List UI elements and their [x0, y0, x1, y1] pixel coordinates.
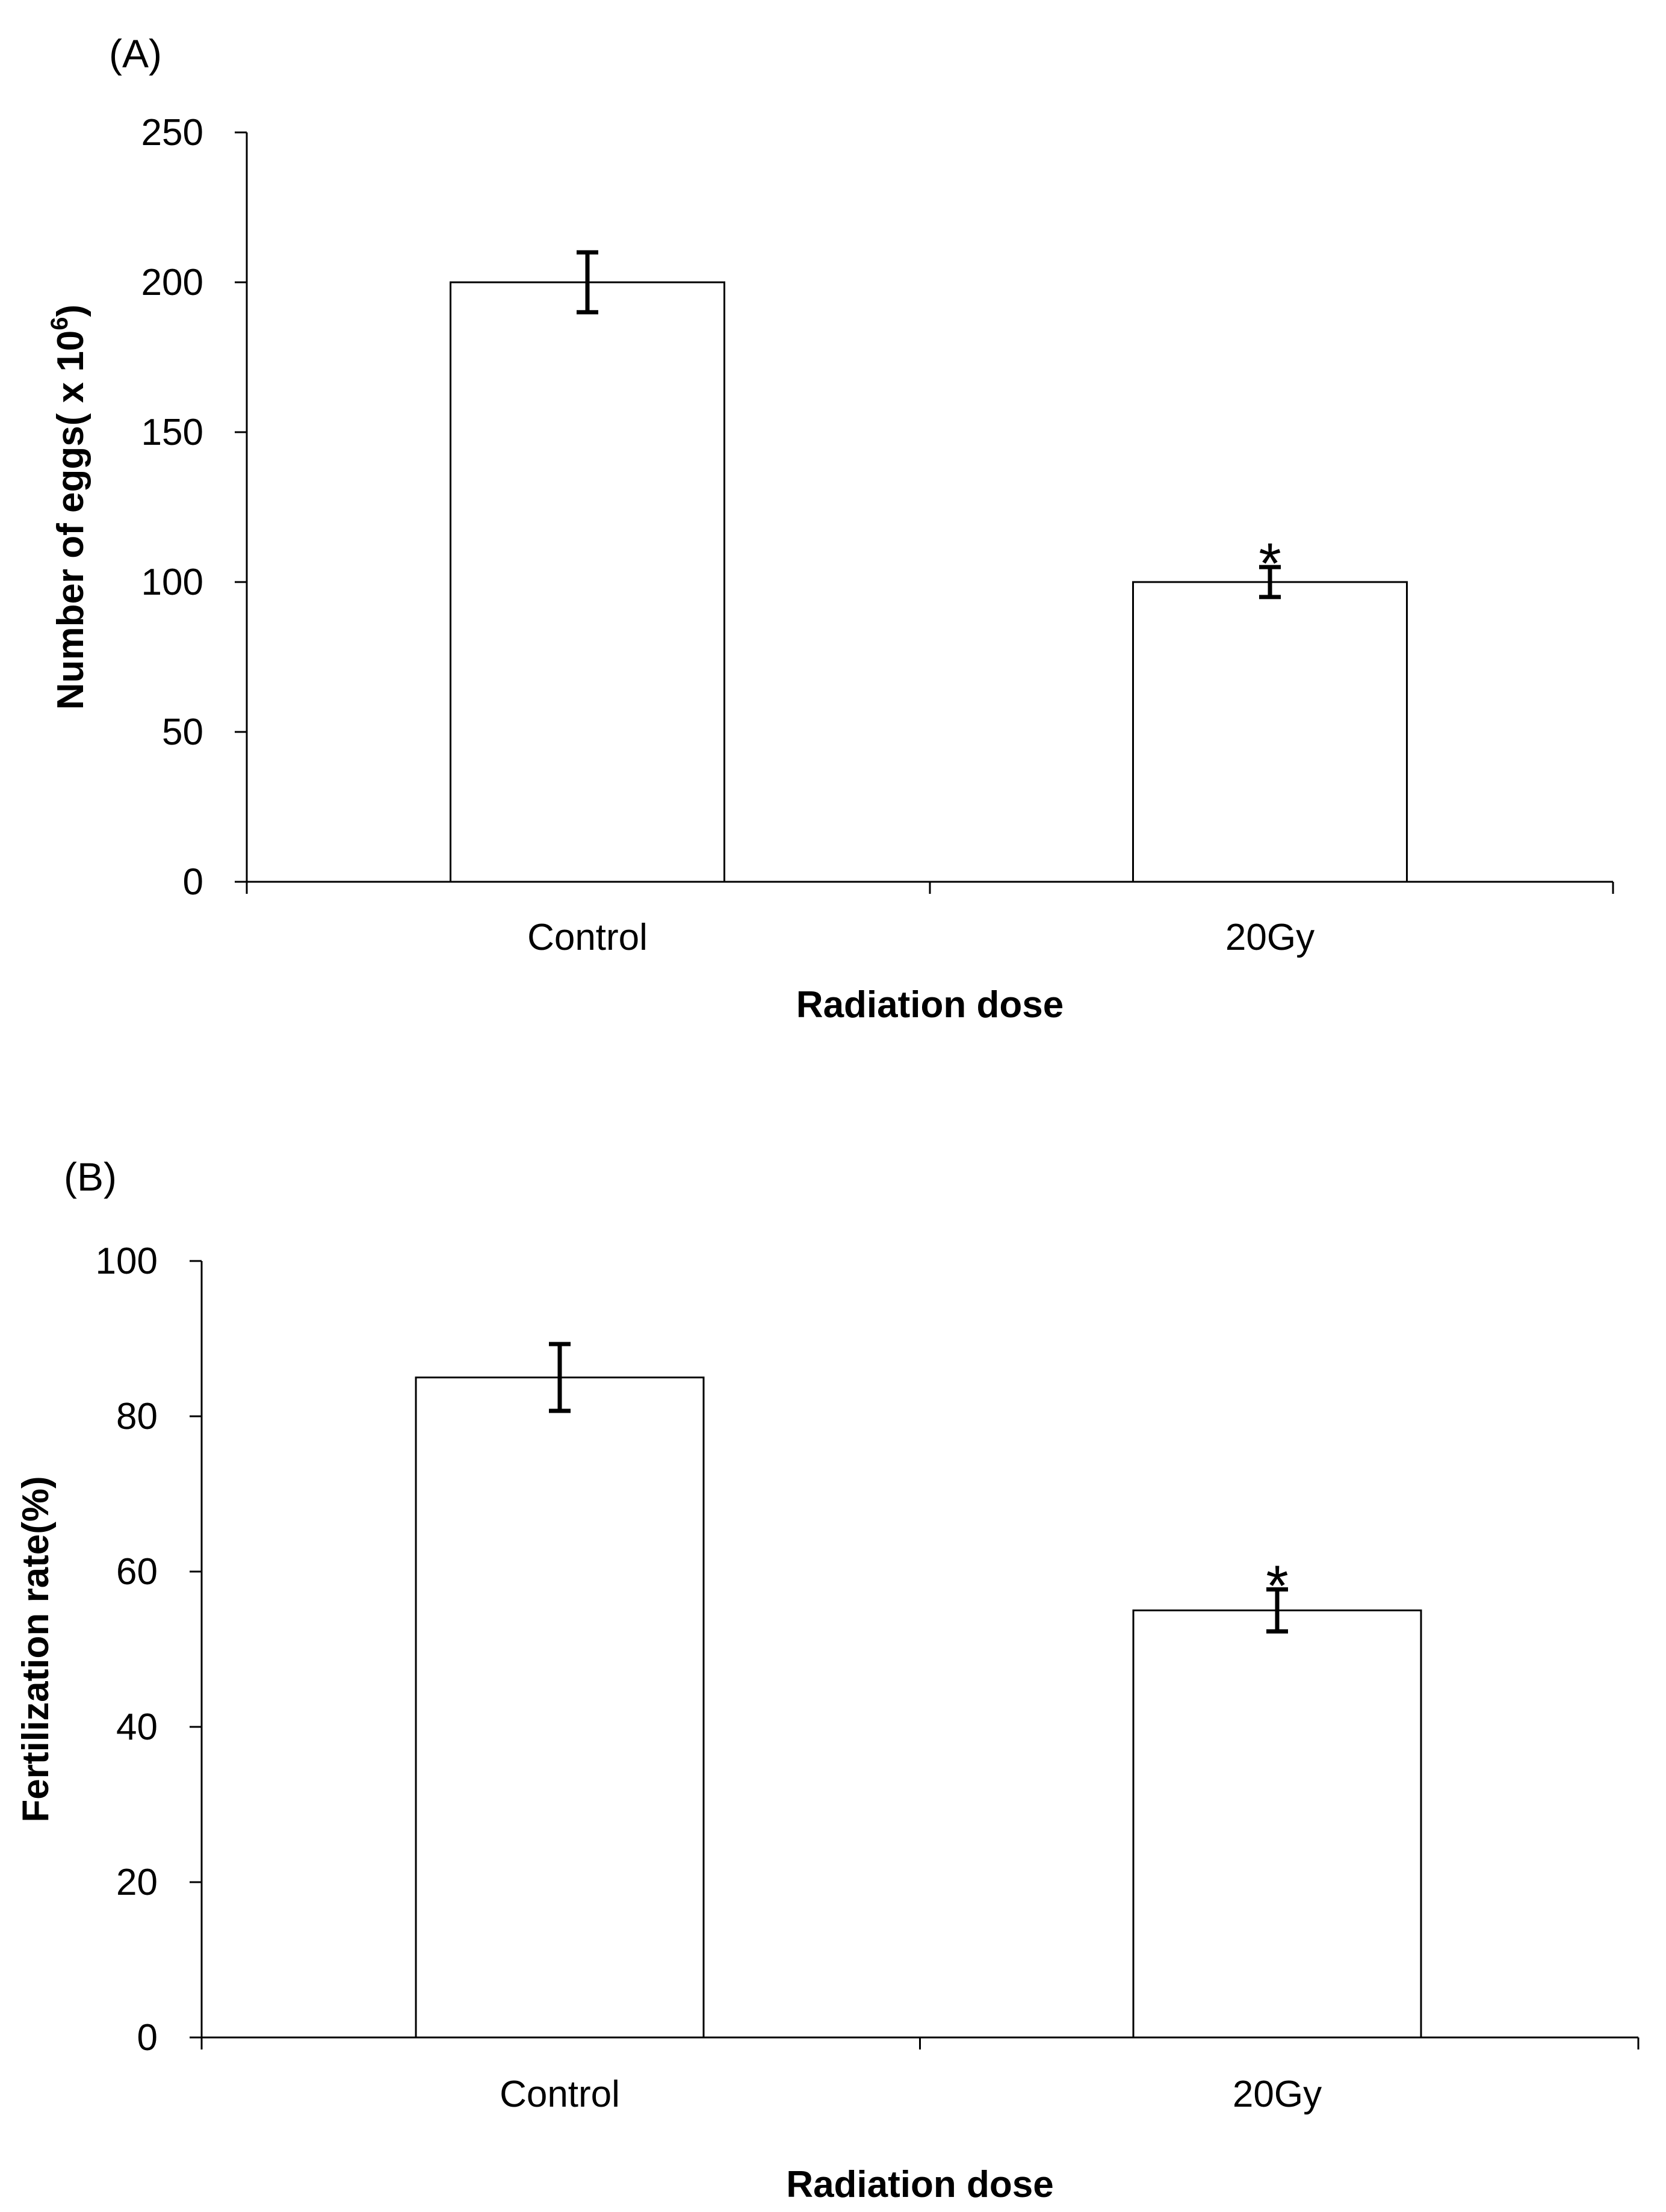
bar-20gy [1132, 581, 1408, 883]
y-axis-title: Fertilization rate(%) [15, 1476, 57, 1822]
y-tick-label: 100 [96, 1241, 158, 1282]
y-axis-title: Number of eggs( x 106) [46, 305, 91, 710]
y-axis-title-superscript: 6 [46, 317, 73, 330]
x-category-label: Control [500, 2074, 620, 2115]
bar-control [415, 1377, 705, 2039]
y-tick-label: 100 [141, 562, 203, 603]
bar-control [450, 281, 725, 883]
y-axis-title-main: Number of eggs( x 10 [50, 330, 91, 710]
chart-panel-b: (B) 0 20 40 60 80 100 Control * 20Gy Radiation dos… [15, 1154, 1640, 2205]
y-tick-label: 40 [116, 1706, 158, 1748]
y-tick-label: 0 [137, 2017, 158, 2059]
chart-panel-a: (A) 0 50 100 150 200 250 Control * 20Gy Radiation … [46, 31, 1614, 1026]
panel-label: (B) [64, 1154, 117, 1199]
panel-label: (A) [109, 31, 162, 76]
y-tick-label: 50 [162, 711, 203, 753]
significance-marker: * [1266, 1554, 1288, 1619]
significance-marker: * [1259, 531, 1281, 596]
y-tick-label: 200 [141, 262, 203, 303]
x-category-label: 20Gy [1225, 917, 1315, 958]
y-axis-title-main: Fertilization rate(%) [15, 1476, 57, 1822]
x-axis-title: Radiation dose [796, 984, 1064, 1026]
y-tick-label: 20 [116, 1862, 158, 1903]
x-category-label: 20Gy [1233, 2074, 1322, 2115]
y-tick-label: 250 [141, 112, 203, 153]
bar-20gy [1132, 1609, 1422, 2039]
y-tick-label: 150 [141, 412, 203, 453]
x-axis-title: Radiation dose [786, 2164, 1053, 2205]
y-tick-label: 60 [116, 1551, 158, 1593]
x-category-label: Control [527, 917, 648, 958]
y-tick-label: 80 [116, 1396, 158, 1437]
y-axis-title-end: ) [50, 305, 91, 317]
y-tick-label: 0 [183, 861, 203, 903]
